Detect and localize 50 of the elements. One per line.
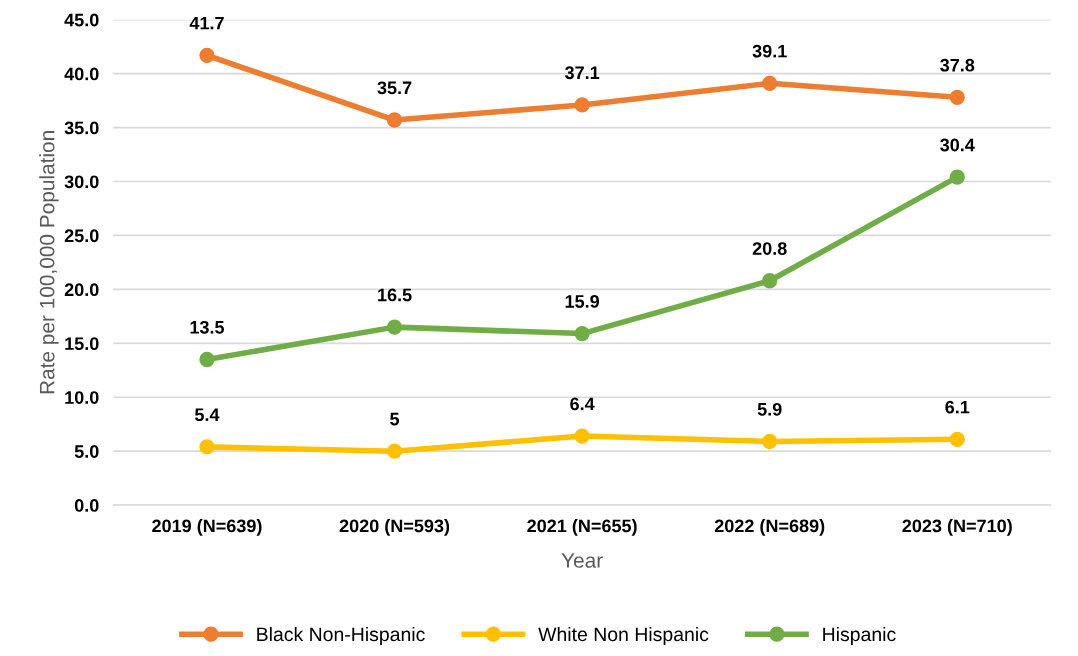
- x-tick-label: 2022 (N=689): [714, 519, 825, 536]
- data-label: 13.5: [190, 320, 225, 334]
- data-label: 6.4: [570, 397, 595, 411]
- y-tick-label: 0.0: [74, 499, 99, 512]
- legend-label: Black Non-Hispanic: [257, 626, 425, 646]
- y-tick-label: 45.0: [64, 13, 99, 27]
- data-label: 16.5: [378, 288, 412, 302]
- point: [199, 439, 215, 455]
- y-tick-label: 25.0: [64, 229, 99, 243]
- point: [762, 75, 778, 91]
- x-tick-label: 2023 (N=710): [902, 519, 1012, 536]
- point: [574, 428, 590, 444]
- point: [199, 47, 215, 63]
- data-label: 6.1: [945, 400, 970, 414]
- data-label: 39.1: [752, 44, 787, 58]
- x-tick-label: 2020 (N=593): [339, 519, 450, 536]
- point: [199, 351, 215, 368]
- y-tick-label: 20.0: [64, 283, 99, 297]
- point: [386, 319, 403, 335]
- data-label: 35.7: [377, 81, 412, 95]
- data-label: 37.8: [940, 58, 975, 72]
- point: [574, 325, 590, 342]
- point: [949, 431, 965, 447]
- point: [574, 97, 590, 113]
- data-label: 37.1: [564, 66, 600, 80]
- y-axis-title: Rate per 100,000 Population: [39, 131, 59, 394]
- data-label: 5: [390, 412, 400, 426]
- data-label: 30.4: [940, 138, 975, 152]
- data-label: 15.9: [565, 295, 600, 308]
- data-label: 20.8: [752, 242, 787, 255]
- point: [949, 89, 965, 105]
- point: [386, 443, 403, 459]
- legend-label: White Non Hispanic: [538, 626, 709, 646]
- y-tick-label: 30.0: [64, 175, 99, 189]
- data-label: 5.4: [194, 408, 220, 422]
- point: [762, 273, 778, 289]
- y-tick-label: 40.0: [64, 67, 99, 81]
- x-tick-label: 2019 (N=639): [152, 519, 262, 536]
- point: [386, 112, 403, 128]
- y-tick-label: 35.0: [64, 121, 99, 135]
- point: [762, 433, 778, 450]
- data-label: 41.7: [189, 16, 224, 30]
- x-tick-label: 2021 (N=655): [527, 519, 637, 536]
- data-label: 5.9: [757, 402, 782, 416]
- y-tick-label: 5.0: [74, 445, 99, 458]
- legend-label: Hispanic: [823, 626, 896, 646]
- point: [949, 169, 965, 185]
- y-tick-label: 15.0: [65, 337, 99, 351]
- y-tick-label: 10.0: [65, 391, 99, 404]
- x-axis-title: Year: [561, 553, 603, 568]
